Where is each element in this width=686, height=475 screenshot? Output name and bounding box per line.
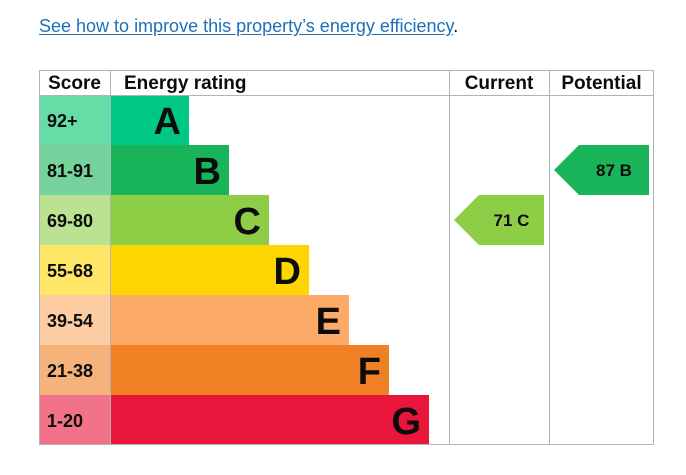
- score-range-d: 55-68: [47, 261, 93, 281]
- score-range-e: 39-54: [47, 311, 93, 331]
- current-rating-label: 71 C: [494, 211, 530, 230]
- rating-bar-f: [110, 345, 389, 395]
- current-rating-arrow: [454, 195, 544, 245]
- score-cell-g: [39, 395, 110, 445]
- potential-rating-arrow: [554, 145, 649, 195]
- score-range-b: 81-91: [47, 161, 93, 181]
- rating-bar-g: [110, 395, 429, 445]
- score-range-f: 21-38: [47, 361, 93, 381]
- score-range-g: 1-20: [47, 411, 83, 431]
- rating-letter-d: D: [274, 251, 301, 293]
- rating-bar-b: [110, 145, 229, 195]
- rating-letter-b: B: [194, 151, 221, 193]
- rating-bar-a: [110, 95, 189, 145]
- score-cell-c: [39, 195, 110, 245]
- score-range-a: 92+: [47, 111, 78, 131]
- rating-letter-a: A: [154, 101, 181, 143]
- rating-letter-f: F: [358, 351, 381, 393]
- rating-bar-c: [110, 195, 269, 245]
- link-suffix: .: [453, 16, 459, 36]
- header-energy-rating: Energy rating: [124, 73, 246, 94]
- header-potential: Potential: [561, 73, 641, 94]
- score-range-c: 69-80: [47, 211, 93, 231]
- rating-bar-e: [110, 295, 349, 345]
- rating-bar-d: [110, 245, 309, 295]
- improve-efficiency-link[interactable]: See how to improve this property’s energ…: [39, 16, 454, 36]
- header-current: Current: [465, 73, 534, 94]
- rating-letter-c: C: [234, 201, 261, 243]
- score-cell-e: [39, 295, 110, 345]
- rating-letter-e: E: [316, 301, 341, 343]
- score-cell-b: [39, 145, 110, 195]
- improvement-link-line: See how to improve this property’s energ…: [39, 16, 458, 37]
- header-score: Score: [48, 73, 101, 94]
- score-cell-f: [39, 345, 110, 395]
- rating-letter-g: G: [391, 401, 421, 443]
- score-cell-a: [39, 95, 110, 145]
- chart-border: [39, 70, 654, 445]
- potential-rating-label: 87 B: [596, 161, 632, 180]
- score-cell-d: [39, 245, 110, 295]
